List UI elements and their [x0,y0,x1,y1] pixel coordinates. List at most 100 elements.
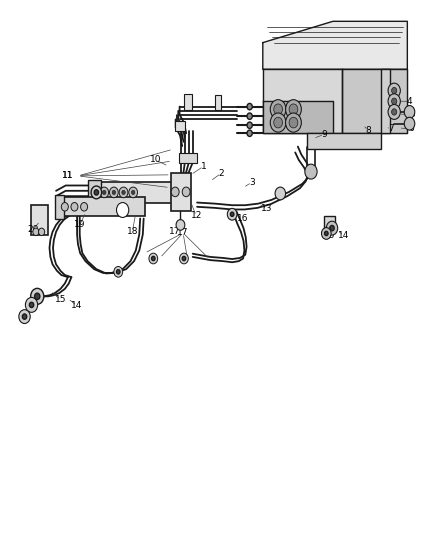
Circle shape [247,103,252,110]
Bar [55,195,64,219]
Circle shape [119,187,128,198]
Text: 20: 20 [27,225,39,233]
Circle shape [404,117,415,130]
Circle shape [180,253,188,264]
Bar [179,153,197,163]
Circle shape [114,266,123,277]
Circle shape [149,253,158,264]
Text: 8: 8 [365,126,371,135]
Polygon shape [342,69,407,133]
Circle shape [326,221,338,235]
Circle shape [110,187,118,198]
Circle shape [112,190,116,195]
Circle shape [81,203,88,211]
Circle shape [182,187,190,197]
Bar [184,94,192,110]
Circle shape [35,293,40,300]
Circle shape [182,256,186,261]
Text: 17: 17 [170,228,181,236]
Circle shape [247,113,252,119]
Bar [324,216,335,232]
Text: 5: 5 [409,110,415,119]
Bar [381,69,390,133]
Circle shape [274,104,283,115]
Polygon shape [263,69,342,133]
Circle shape [289,104,298,115]
Circle shape [22,314,27,319]
Circle shape [388,94,400,109]
Circle shape [94,190,99,195]
Polygon shape [263,21,407,69]
Circle shape [392,98,397,104]
Text: 18: 18 [127,228,138,236]
Bar [171,173,191,211]
Circle shape [275,187,286,200]
Circle shape [388,83,400,98]
Bar [88,180,101,205]
Text: 17: 17 [177,229,189,237]
Circle shape [305,164,317,179]
Circle shape [388,104,400,119]
Circle shape [176,220,185,230]
Bar [57,197,145,216]
Circle shape [274,117,283,128]
Circle shape [117,203,129,217]
Text: 11: 11 [62,172,74,180]
Text: 11: 11 [62,172,74,180]
Circle shape [227,208,237,220]
Circle shape [122,190,125,195]
Text: 3: 3 [249,178,255,187]
Circle shape [171,187,179,197]
Text: 12: 12 [191,212,202,220]
Circle shape [31,288,44,304]
Bar [96,182,180,203]
Circle shape [330,225,334,231]
Text: 15: 15 [324,231,335,240]
Circle shape [102,190,106,195]
Text: 19: 19 [74,221,85,229]
Text: 13: 13 [261,205,273,213]
Text: 4: 4 [407,97,412,106]
Circle shape [286,100,301,119]
Circle shape [117,270,120,274]
Circle shape [325,231,328,236]
Circle shape [19,310,30,324]
Circle shape [392,87,397,94]
Circle shape [131,190,135,195]
Circle shape [39,228,45,236]
Circle shape [61,203,68,211]
Circle shape [321,228,331,239]
Text: 10: 10 [150,156,161,164]
Circle shape [152,256,155,261]
Circle shape [71,203,78,211]
Circle shape [270,113,286,132]
Circle shape [404,106,415,118]
Bar [215,95,221,110]
Text: 15: 15 [55,295,66,304]
Circle shape [29,302,34,308]
Circle shape [129,187,138,198]
Text: 7: 7 [388,125,394,133]
Circle shape [91,186,102,199]
Polygon shape [263,101,333,133]
Text: 1: 1 [201,162,207,171]
Circle shape [270,100,286,119]
Circle shape [100,187,109,198]
Circle shape [247,130,252,136]
Bar [307,133,381,149]
Circle shape [392,109,397,115]
Text: 2: 2 [219,169,224,177]
Text: 14: 14 [71,301,82,310]
Circle shape [247,122,252,128]
Circle shape [289,117,298,128]
Circle shape [33,228,39,236]
Text: 6: 6 [409,125,415,133]
Text: 9: 9 [321,130,327,139]
Circle shape [230,212,234,216]
Bar [31,205,48,235]
Circle shape [25,297,38,312]
Text: 14: 14 [338,231,350,240]
Bar [175,121,185,131]
Text: 16: 16 [237,214,248,223]
Circle shape [286,113,301,132]
